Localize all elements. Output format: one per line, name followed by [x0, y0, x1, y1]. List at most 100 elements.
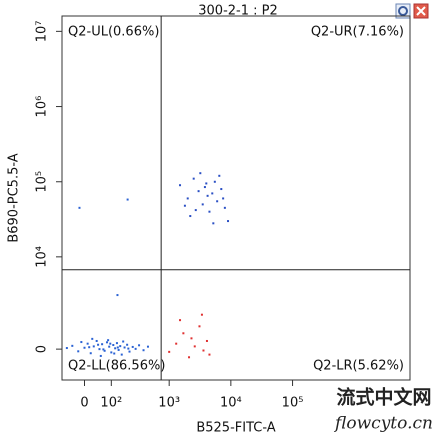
- point: [78, 206, 81, 209]
- point: [146, 345, 149, 348]
- point: [92, 345, 95, 348]
- x-tick-label: 10³: [158, 396, 180, 411]
- point: [222, 197, 225, 200]
- y-tick-label: 10⁵: [35, 171, 50, 193]
- point: [116, 294, 119, 297]
- point: [83, 346, 86, 349]
- plot-frame: [61, 15, 411, 381]
- point: [91, 337, 94, 340]
- point: [208, 210, 211, 213]
- quadrant-label: Q2-LL(86.56%): [68, 359, 165, 374]
- point: [142, 349, 145, 352]
- point: [65, 347, 68, 350]
- point: [213, 180, 216, 183]
- point: [103, 349, 106, 352]
- point: [126, 343, 129, 346]
- point: [114, 347, 117, 350]
- point: [122, 340, 125, 343]
- y-tick-label: 10⁴: [35, 246, 50, 268]
- point: [220, 188, 223, 191]
- point: [227, 220, 230, 223]
- point: [128, 350, 131, 353]
- point: [223, 206, 226, 209]
- point: [168, 350, 171, 353]
- point: [200, 313, 203, 316]
- point: [208, 353, 211, 356]
- point: [115, 342, 118, 345]
- x-axis-label: B525-FITC-A: [196, 421, 275, 436]
- point: [120, 353, 123, 356]
- point: [89, 352, 92, 355]
- point: [86, 342, 89, 345]
- point: [211, 192, 214, 195]
- watermark-title: 流式中文网: [336, 386, 431, 409]
- point: [116, 346, 119, 349]
- point: [119, 345, 122, 348]
- point: [192, 177, 195, 180]
- chart-title: 300-2-1 : P2: [198, 4, 278, 19]
- point: [190, 337, 193, 340]
- point: [71, 344, 74, 347]
- x-tick-label: 10⁴: [220, 396, 242, 411]
- point: [107, 339, 110, 342]
- point: [134, 347, 137, 350]
- point: [131, 345, 134, 348]
- point: [205, 182, 208, 185]
- y-tick-label: 0: [35, 345, 50, 353]
- point: [80, 341, 83, 344]
- point: [189, 215, 192, 218]
- point: [182, 332, 185, 335]
- x-tick-label: 10²: [100, 396, 122, 411]
- point: [126, 198, 129, 201]
- point: [77, 350, 80, 353]
- point: [188, 356, 191, 359]
- point: [108, 345, 111, 348]
- watermark-url: flowcyto.cn: [333, 414, 433, 434]
- y-tick-label: 10⁶: [35, 96, 50, 118]
- point: [101, 343, 104, 346]
- point: [113, 352, 116, 355]
- point: [123, 346, 126, 349]
- point: [212, 222, 215, 225]
- point: [97, 343, 100, 346]
- point: [98, 348, 101, 351]
- point: [183, 204, 186, 207]
- point: [127, 347, 130, 350]
- point: [138, 344, 141, 347]
- settings-icon: [398, 6, 408, 16]
- close-icon: [416, 6, 426, 16]
- point: [179, 184, 182, 187]
- point: [175, 342, 178, 345]
- point: [105, 341, 108, 344]
- point: [194, 209, 197, 212]
- point: [112, 344, 115, 347]
- point: [102, 348, 105, 351]
- point: [198, 325, 201, 328]
- point: [218, 174, 221, 177]
- point: [206, 194, 209, 197]
- quadrant-label: Q2-UR(7.16%): [311, 25, 404, 40]
- point: [201, 203, 204, 206]
- point: [199, 172, 202, 175]
- x-tick-label: 0: [80, 396, 88, 411]
- point: [109, 342, 112, 345]
- plot-area: 0 10² 10³ 10⁴ 10⁵ 0 10⁴ 10⁵ 10⁶ 10⁷ Q2-UL(0.66%) Q2…: [35, 16, 410, 411]
- point: [117, 348, 120, 351]
- point: [110, 351, 113, 354]
- point: [202, 349, 205, 352]
- window-buttons: [395, 3, 429, 19]
- point: [179, 319, 182, 322]
- y-tick-label: 10⁷: [35, 20, 50, 42]
- point: [197, 190, 200, 193]
- point: [88, 346, 91, 349]
- point: [193, 345, 196, 348]
- point: [186, 197, 189, 200]
- point: [216, 200, 219, 203]
- quadrant-label: Q2-LR(5.62%): [313, 359, 404, 374]
- point: [95, 339, 98, 342]
- x-tick-label: 10⁵: [282, 396, 304, 411]
- point: [203, 186, 206, 189]
- point: [99, 354, 102, 357]
